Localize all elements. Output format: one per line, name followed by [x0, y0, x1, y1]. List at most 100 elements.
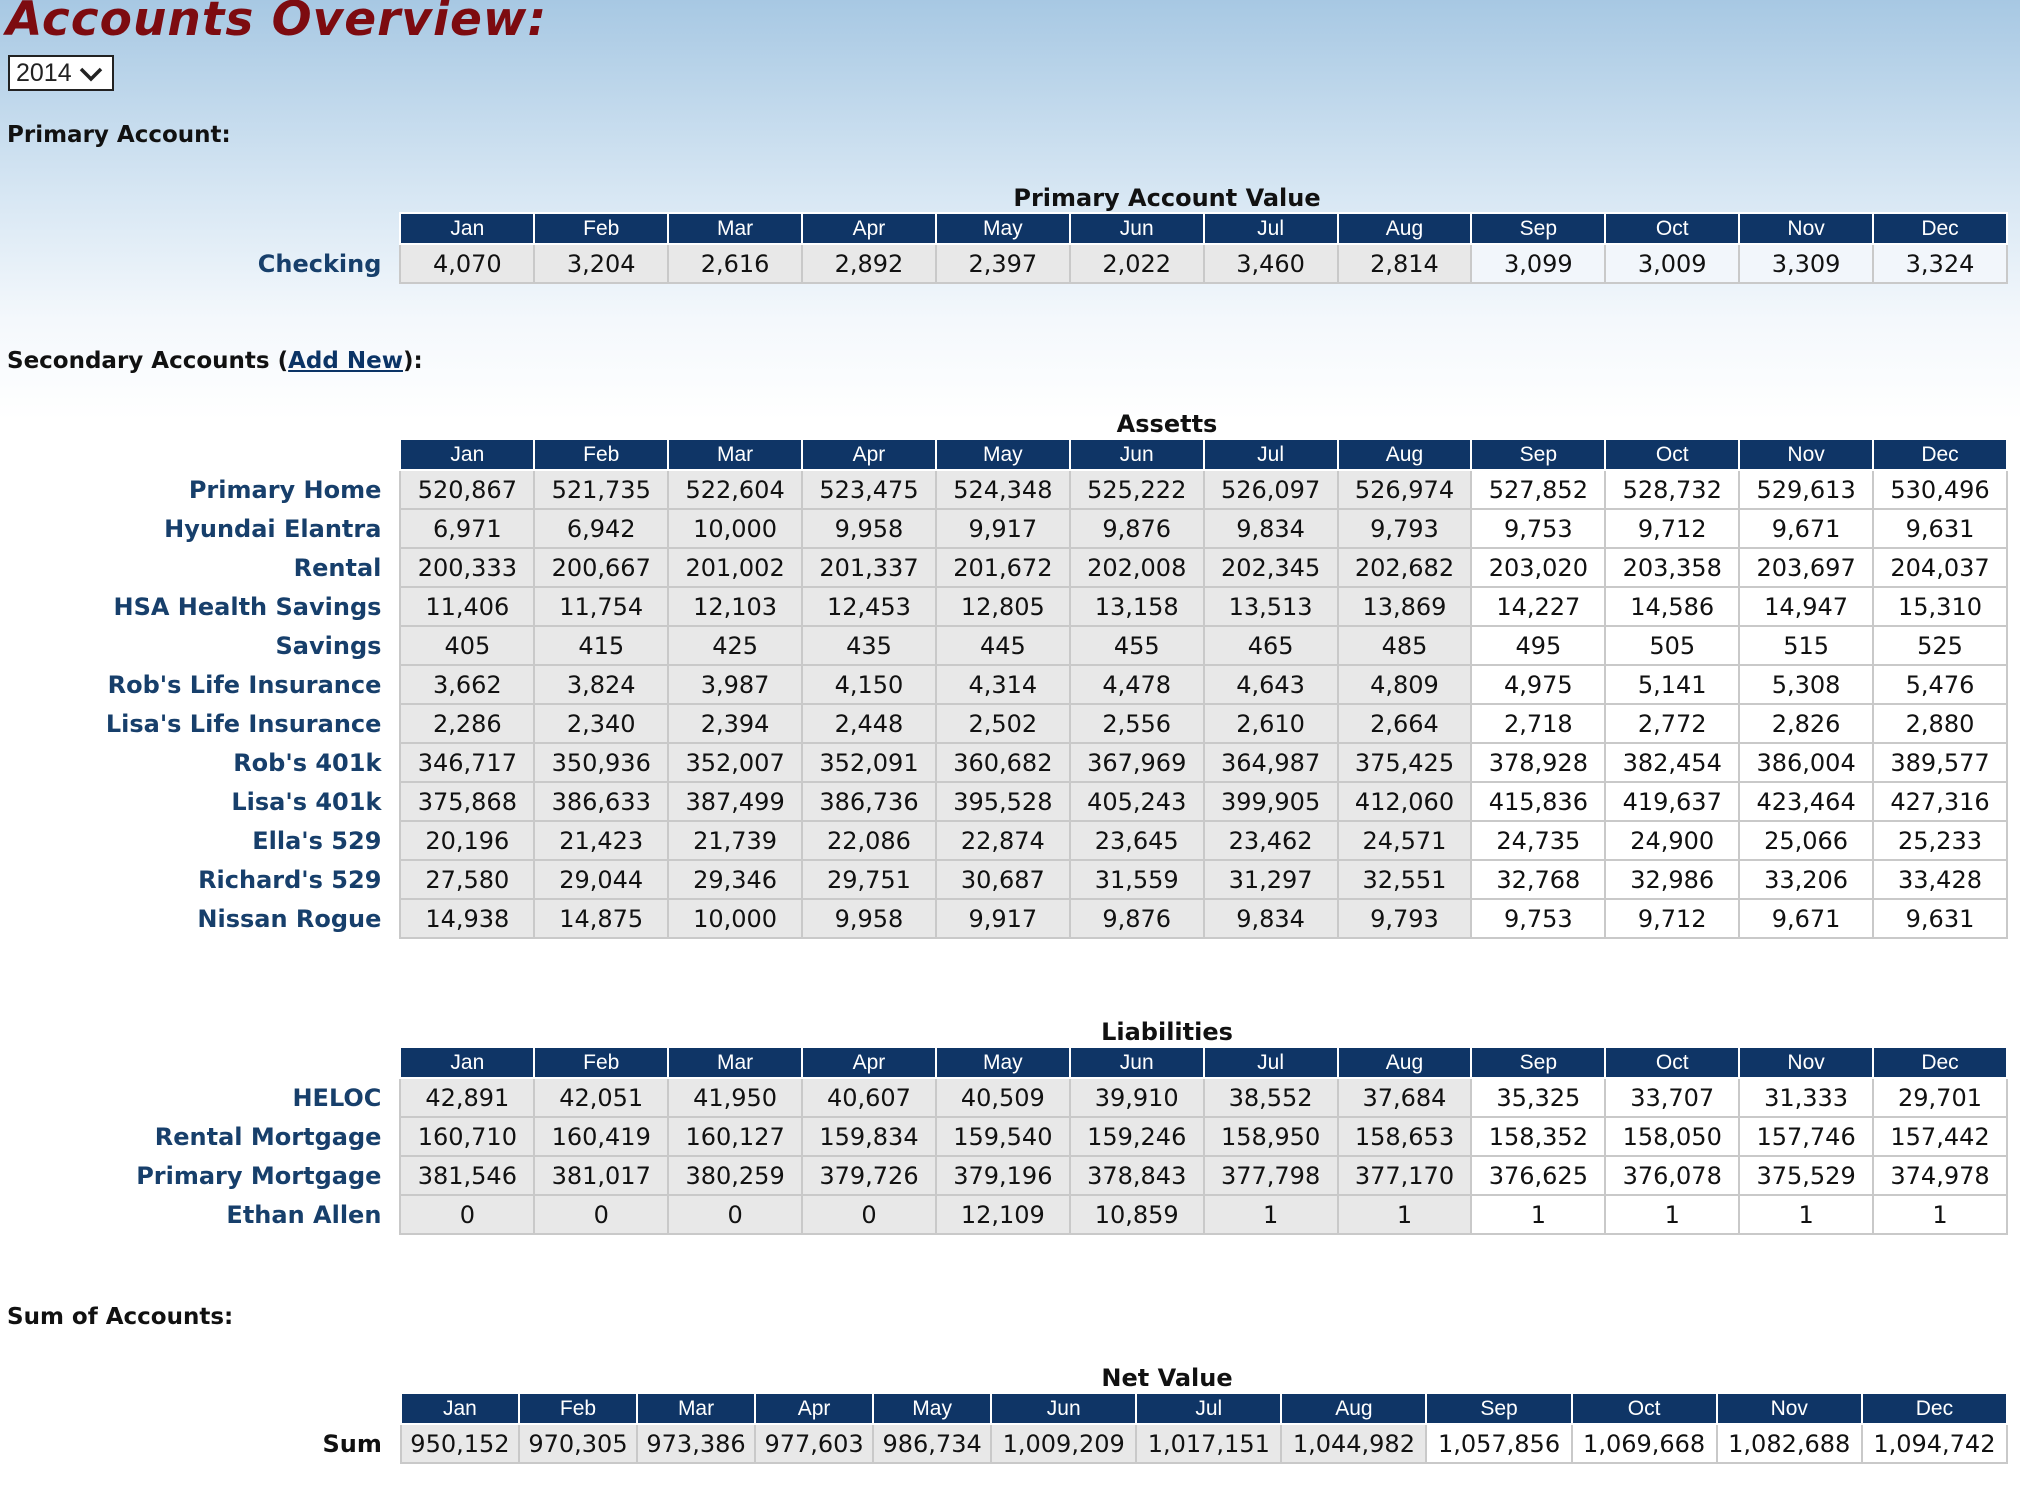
account-name[interactable]: Checking: [257, 249, 382, 278]
value-cell: 525: [1872, 625, 2008, 666]
value-cell: 3,099: [1470, 243, 1607, 284]
value-cell: 405: [399, 625, 536, 666]
year-select[interactable]: 2014: [8, 55, 114, 91]
account-name[interactable]: Primary Home: [188, 475, 382, 504]
header-spacer: [0, 213, 400, 244]
value-cell: 11,406: [399, 586, 536, 627]
value-cell: 9,876: [1068, 898, 1205, 939]
table-row: Rob's 401k 346,717 350,936 352,007 352,091 36…: [0, 742, 2008, 783]
month-header-feb: Feb: [533, 438, 670, 471]
table-row: Checking 4,070 3,204 2,616 2,892 2,397 2,022 3,…: [0, 243, 2008, 284]
value-cell: 376,078: [1604, 1155, 1741, 1196]
table-row: Nissan Rogue 14,938 14,875 10,000 9,958 9,917…: [0, 898, 2008, 939]
value-cell: 377,798: [1202, 1155, 1339, 1196]
value-cell: 9,958: [801, 898, 937, 939]
account-name[interactable]: Lisa's 401k: [231, 787, 382, 816]
month-header-mar: Mar: [667, 438, 804, 471]
account-name[interactable]: HSA Health Savings: [113, 592, 382, 621]
value-cell: 445: [934, 625, 1071, 666]
value-cell: 203,358: [1604, 547, 1741, 588]
account-name[interactable]: Nissan Rogue: [197, 904, 382, 933]
account-name[interactable]: Ella's 529: [252, 826, 382, 855]
value-cell: 1: [1738, 1194, 1875, 1235]
value-cell: 159,540: [934, 1116, 1071, 1157]
value-cell: 2,556: [1068, 703, 1205, 744]
value-cell: 42,891: [399, 1077, 536, 1118]
liabilities-table-title: Liabilities: [1101, 1018, 1233, 1046]
value-cell: 9,793: [1336, 508, 1473, 549]
month-header-jan: Jan: [399, 438, 536, 471]
value-cell: 33,206: [1738, 859, 1875, 900]
account-name[interactable]: Richard's 529: [198, 865, 382, 894]
value-cell: 986,734: [872, 1423, 993, 1464]
table-row: Lisa's Life Insurance 2,286 2,340 2,394 2,44…: [0, 703, 2008, 744]
table-row: HELOC 42,891 42,051 41,950 40,607 40,509 39,91…: [0, 1077, 2008, 1118]
account-name[interactable]: Rental Mortgage: [154, 1122, 382, 1151]
value-cell: 387,499: [667, 781, 804, 822]
account-name[interactable]: Hyundai Elantra: [164, 514, 382, 543]
value-cell: 360,682: [934, 742, 1071, 783]
add-new-link[interactable]: Add New: [288, 348, 403, 374]
value-cell: 378,843: [1068, 1155, 1205, 1196]
month-header-nov: Nov: [1715, 1392, 1863, 1425]
month-header-feb: Feb: [517, 1392, 639, 1425]
value-cell: 1,094,742: [1860, 1423, 2009, 1464]
value-cell: 485: [1336, 625, 1473, 666]
value-cell: 415,836: [1470, 781, 1607, 822]
table-row: Rental 200,333 200,667 201,002 201,337 201,67…: [0, 547, 2008, 588]
value-cell: 2,892: [801, 243, 937, 284]
value-cell: 200,667: [533, 547, 670, 588]
primary-table-title: Primary Account Value: [1013, 184, 1321, 212]
value-cell: 1,009,209: [990, 1423, 1138, 1464]
value-cell: 2,448: [801, 703, 937, 744]
table-row: Lisa's 401k 375,868 386,633 387,499 386,736 3…: [0, 781, 2008, 822]
value-cell: 2,664: [1336, 703, 1473, 744]
value-cell: 3,009: [1604, 243, 1741, 284]
value-cell: 2,022: [1068, 243, 1205, 284]
month-header-oct: Oct: [1570, 1392, 1718, 1425]
account-name[interactable]: Rob's 401k: [233, 748, 382, 777]
account-name[interactable]: Lisa's Life Insurance: [105, 709, 382, 738]
value-cell: 522,604: [667, 469, 804, 510]
value-cell: 352,091: [801, 742, 937, 783]
value-cell: 3,662: [399, 664, 536, 705]
value-cell: 12,103: [667, 586, 804, 627]
value-cell: 12,453: [801, 586, 937, 627]
value-cell: 9,631: [1872, 898, 2008, 939]
value-cell: 158,950: [1202, 1116, 1339, 1157]
value-cell: 377,170: [1336, 1155, 1473, 1196]
month-header-dec: Dec: [1872, 1046, 2008, 1079]
value-cell: 9,712: [1604, 508, 1741, 549]
value-cell: 15,310: [1872, 586, 2008, 627]
value-cell: 204,037: [1872, 547, 2008, 588]
value-cell: 13,513: [1202, 586, 1339, 627]
value-cell: 159,246: [1068, 1116, 1205, 1157]
value-cell: 10,859: [1068, 1194, 1205, 1235]
account-name[interactable]: HELOC: [292, 1083, 382, 1112]
value-cell: 386,736: [801, 781, 937, 822]
value-cell: 395,528: [934, 781, 1071, 822]
value-cell: 32,551: [1336, 859, 1473, 900]
value-cell: 24,735: [1470, 820, 1607, 861]
value-cell: 5,141: [1604, 664, 1741, 705]
account-name[interactable]: Rental: [293, 553, 382, 582]
value-cell: 9,671: [1738, 508, 1875, 549]
account-name[interactable]: Rob's Life Insurance: [107, 670, 382, 699]
account-name[interactable]: Primary Mortgage: [136, 1161, 382, 1190]
month-header-aug: Aug: [1336, 438, 1473, 471]
month-header-dec: Dec: [1860, 1392, 2009, 1425]
value-cell: 10,000: [667, 898, 804, 939]
month-header-mar: Mar: [667, 212, 804, 245]
month-header-dec: Dec: [1872, 438, 2008, 471]
value-cell: 9,753: [1470, 508, 1607, 549]
value-cell: 9,671: [1738, 898, 1875, 939]
value-cell: 3,460: [1202, 243, 1339, 284]
value-cell: 40,509: [934, 1077, 1071, 1118]
value-cell: 375,529: [1738, 1155, 1875, 1196]
account-name[interactable]: Savings: [275, 631, 382, 660]
value-cell: 1: [1336, 1194, 1473, 1235]
value-cell: 4,314: [934, 664, 1071, 705]
account-name[interactable]: Ethan Allen: [226, 1200, 382, 1229]
month-header-may: May: [934, 438, 1071, 471]
value-cell: 386,633: [533, 781, 670, 822]
